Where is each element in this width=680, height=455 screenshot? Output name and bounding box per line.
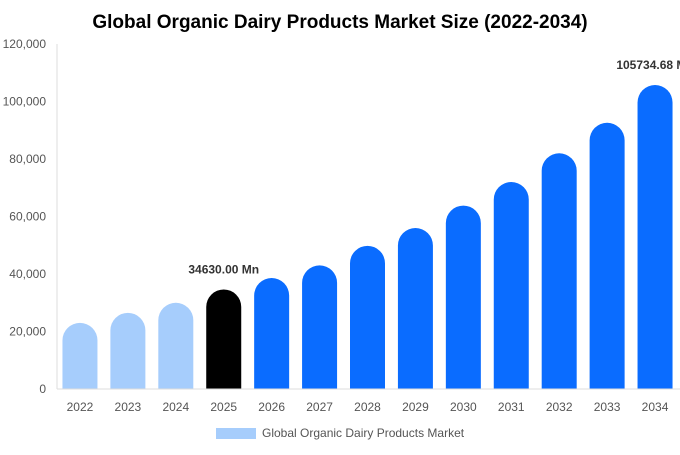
bar-2027[interactable] [302, 265, 338, 389]
y-tick-label: 40,000 [9, 267, 46, 281]
bar-2029[interactable] [397, 228, 433, 389]
x-tick-label: 2030 [450, 400, 477, 414]
x-tick-label: 2027 [306, 400, 333, 414]
legend[interactable]: Global Organic Dairy Products Market [216, 426, 465, 440]
bar-2023[interactable] [110, 312, 146, 389]
x-tick-label: 2022 [67, 400, 94, 414]
data-labels: 34630.00 Mn 105734.68 Mn [188, 58, 680, 276]
y-tick-label: 120,000 [3, 37, 47, 51]
x-tick-label: 2032 [546, 400, 573, 414]
bar-2024[interactable] [158, 302, 194, 389]
x-tick-label: 2031 [498, 400, 525, 414]
y-tick-label: 100,000 [3, 95, 47, 109]
bar-2025[interactable] [206, 289, 242, 389]
y-tick-label: 60,000 [9, 210, 46, 224]
x-tick-label: 2033 [594, 400, 621, 414]
y-axis: 0 20,000 40,000 60,000 80,000 100,000 120,000 [3, 37, 58, 396]
bar-2022[interactable] [62, 322, 98, 389]
chart-title: Global Organic Dairy Products Market Siz… [92, 12, 587, 33]
bars [62, 85, 673, 390]
x-tick-label: 2028 [354, 400, 381, 414]
bar-2030[interactable] [445, 205, 481, 389]
bar-2032[interactable] [541, 153, 577, 389]
bar-2028[interactable] [350, 245, 385, 389]
bar-2026[interactable] [254, 278, 290, 389]
legend-label: Global Organic Dairy Products Market [262, 426, 465, 440]
x-tick-label: 2026 [258, 400, 285, 414]
x-tick-label: 2023 [115, 400, 142, 414]
x-axis: 2022 2023 2024 2025 2026 2027 2028 2029 2030 2031… [57, 388, 680, 414]
x-tick-label: 2029 [402, 400, 429, 414]
bar-2031[interactable] [493, 182, 529, 389]
y-tick-label: 0 [39, 382, 46, 396]
x-tick-label: 2025 [210, 400, 237, 414]
legend-swatch [216, 428, 256, 439]
x-tick-label: 2024 [162, 400, 189, 414]
bar-2033[interactable] [589, 122, 625, 389]
y-tick-label: 20,000 [9, 325, 46, 339]
data-label: 105734.68 Mn [616, 58, 680, 72]
data-label: 34630.00 Mn [188, 262, 259, 276]
bar-2034[interactable] [637, 85, 673, 390]
y-tick-label: 80,000 [9, 152, 46, 166]
x-tick-label: 2034 [642, 400, 669, 414]
